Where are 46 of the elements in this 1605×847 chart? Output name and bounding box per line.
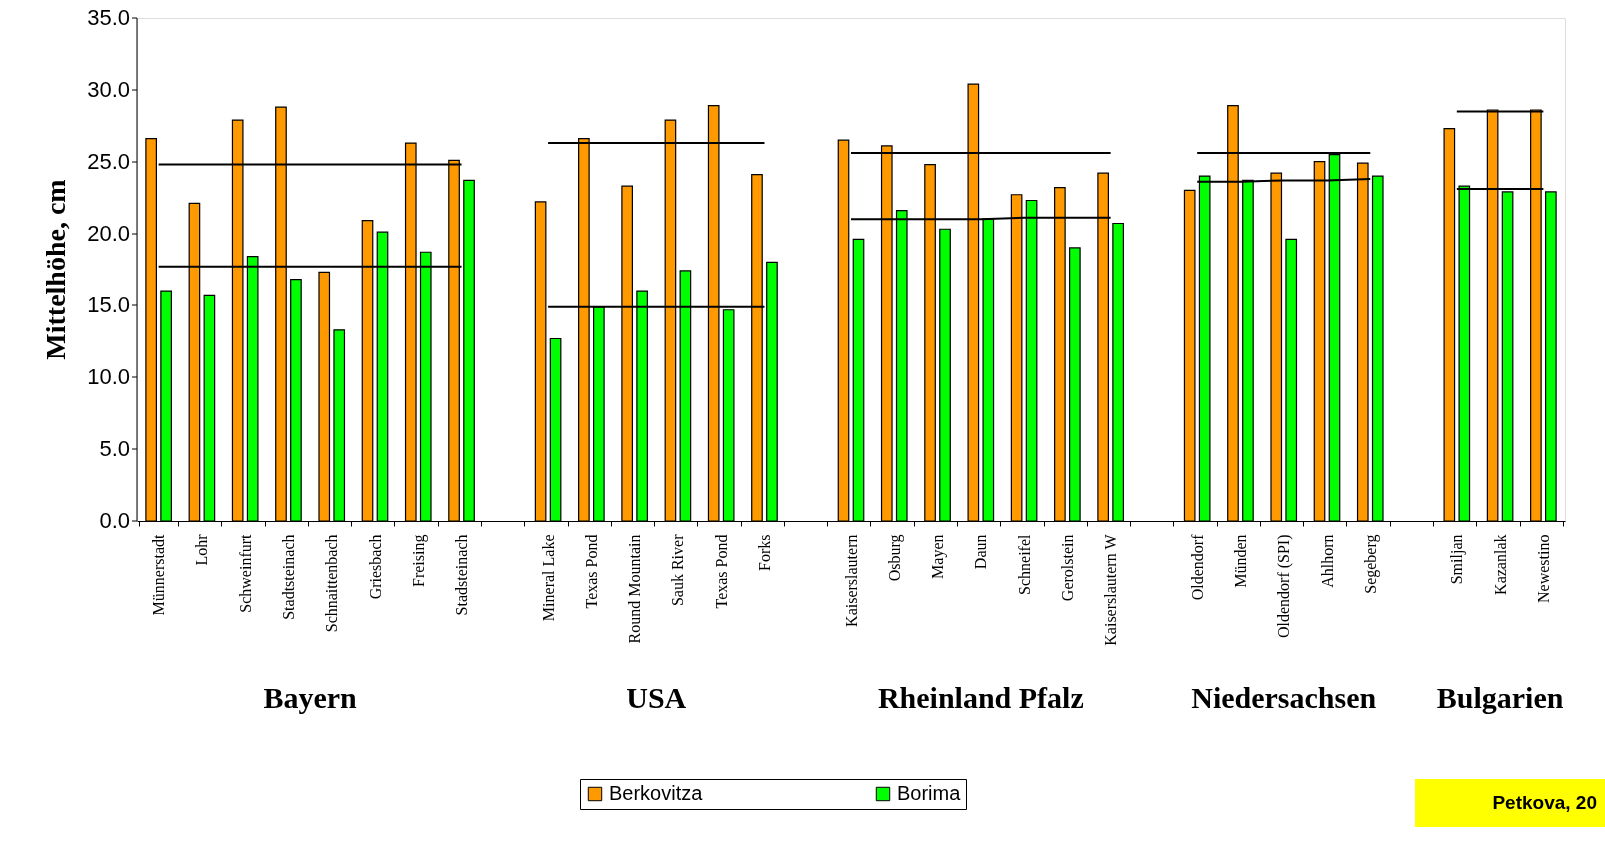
x-tick-label: Lohr xyxy=(193,533,211,566)
x-tick-label: Münden xyxy=(1231,534,1249,588)
x-tick-label: Schneifel xyxy=(1015,533,1033,595)
x-tick-label: Stadsteinach xyxy=(453,534,471,616)
x-tick-label: Oldendorf (SPI) xyxy=(1275,534,1294,639)
x-tick-label: Sauk River xyxy=(669,533,687,607)
y-tick-label: 15.0 xyxy=(87,292,130,318)
x-tick-label: Oldendorf xyxy=(1188,533,1206,601)
legend-label: Borima xyxy=(897,782,962,804)
text: Bulgarien xyxy=(1436,681,1564,714)
x-tick-label: Osburg xyxy=(885,534,904,582)
x-tick-label: Kaiserslautern W xyxy=(1102,533,1120,646)
x-tick-label: Segeberg xyxy=(1361,534,1380,594)
y-axis-title: Mittelhöhe, cm xyxy=(40,179,72,360)
y-tick-label: 25.0 xyxy=(87,148,130,174)
x-tick-label: Mineral Lake xyxy=(539,534,557,622)
legend-label: Berkovitza xyxy=(609,782,704,804)
x-tick-label: Gerolstein xyxy=(1058,534,1076,602)
x-tick-label: Forks xyxy=(755,534,773,571)
text: Petkova, 20 xyxy=(1492,792,1597,813)
y-tick-label: 0.0 xyxy=(99,508,130,533)
x-tick-label: Freising xyxy=(409,534,428,587)
x-tick-label: Münnerstadt xyxy=(150,533,168,616)
x-tick-label: Texas Pond xyxy=(582,534,600,609)
y-tick-label: 35.0 xyxy=(87,5,130,30)
x-tick-label: Griesbach xyxy=(366,534,384,600)
x-tick-label: Schnaittenbach xyxy=(323,534,341,633)
text: Niedersachsen xyxy=(1191,681,1377,714)
text: USA xyxy=(626,681,687,714)
x-tick-label: Round Mountain xyxy=(626,534,644,644)
x-tick-label: Smiljan xyxy=(1448,534,1467,585)
x-tick-label: Kaiserslautern xyxy=(842,534,860,627)
y-tick-label: 30.0 xyxy=(87,76,130,102)
x-tick-label: Kazanlak xyxy=(1491,534,1509,595)
x-tick-label: Texas Pond xyxy=(712,534,730,609)
x-tick-label: Ahlhorn xyxy=(1318,534,1336,588)
x-tick-label: Newestino xyxy=(1534,534,1552,603)
y-tick-label: 10.0 xyxy=(87,364,130,390)
x-tick-label: Schweinfurt xyxy=(236,533,254,613)
text: Rheinland Pfalz xyxy=(877,681,1084,714)
y-tick-label: 5.0 xyxy=(99,436,130,462)
x-tick-label: Stadtsteinach xyxy=(279,534,297,620)
x-tick-label: Daun xyxy=(972,534,990,570)
y-tick-label: 20.0 xyxy=(87,220,130,246)
x-tick-label: Mayen xyxy=(929,534,948,579)
text: Bayern xyxy=(263,681,358,714)
